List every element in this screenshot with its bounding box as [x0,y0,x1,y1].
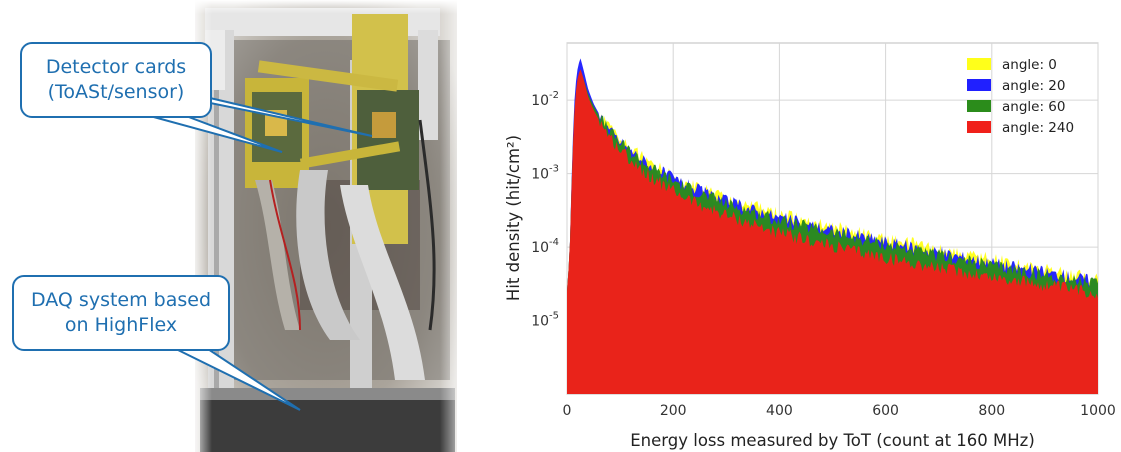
y-tick-label: 10-2 [531,90,559,109]
y-tick-exponent: -5 [549,311,559,322]
callout-daq-system: DAQ system based on HighFlex [12,275,230,351]
y-tick-exponent: -3 [549,164,559,175]
series-area-4 [567,69,1098,394]
legend-swatch [967,121,991,133]
callout-detector-cards: Detector cards (ToASt/sensor) [20,42,212,118]
x-tick-label: 600 [872,403,899,419]
legend-swatch [967,58,991,70]
hit-density-chart: 0 200 400 600 800 1000 10-210-310-410-5 Energ… [504,42,1116,450]
callout-detector-cards-line2: (ToASt/sensor) [47,81,185,103]
legend: angle: 0 angle: 20 angle: 60 angle: 240 [967,57,1074,136]
legend-label: angle: 60 [1002,99,1065,115]
x-tick-label: 800 [978,403,1005,419]
y-tick-base: 10 [531,240,549,256]
y-tick-base: 10 [531,93,549,109]
y-tick-label: 10-3 [531,164,559,183]
y-axis-label: Hit density (hit/cm²) [504,135,523,301]
callout-daq-system-line1: DAQ system based [30,289,212,311]
y-tick-label: 10-5 [531,311,559,330]
legend-swatch [967,100,991,112]
x-axis-label: Energy loss measured by ToT (count at 16… [630,431,1035,450]
y-tick-base: 10 [531,314,549,330]
legend-label: angle: 240 [1002,120,1074,136]
x-tick-label: 200 [660,403,687,419]
y-tick-label: 10-4 [531,237,559,256]
y-tick-exponent: -4 [549,237,559,248]
callout-daq-system-line2: on HighFlex [64,314,178,336]
callout-detector-cards-line1: Detector cards [45,56,187,78]
x-tick-label: 0 [563,403,572,419]
legend-swatch [967,79,991,91]
x-tick-label: 400 [766,403,793,419]
test-setup-photo [149,0,470,452]
y-tick-exponent: -2 [549,90,559,101]
y-tick-base: 10 [531,167,549,183]
x-tick-label: 1000 [1080,403,1116,419]
legend-label: angle: 20 [1002,78,1065,94]
legend-label: angle: 0 [1002,57,1057,73]
